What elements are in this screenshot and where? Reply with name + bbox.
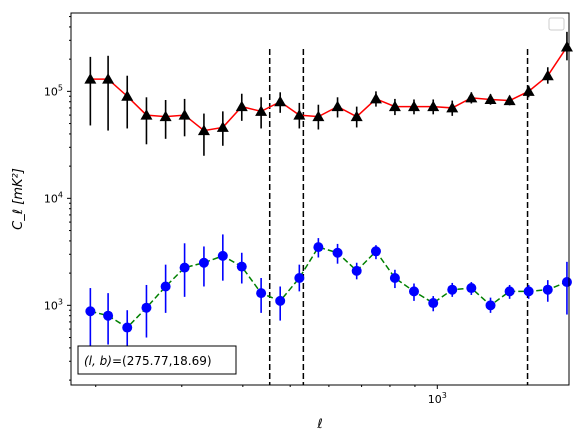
vertical-reference-lines xyxy=(268,49,529,385)
series-1-point xyxy=(160,281,171,292)
series-1-point xyxy=(561,277,572,288)
series-1-point xyxy=(198,257,209,268)
series-0-point xyxy=(255,105,268,116)
y-tick-label: 104 xyxy=(44,190,63,205)
series-0-point xyxy=(102,73,115,84)
series-1-point xyxy=(275,295,286,306)
series-0-point xyxy=(216,121,229,132)
series-1-point xyxy=(428,298,439,309)
series-0-point xyxy=(446,101,459,113)
series-1-point xyxy=(141,302,152,313)
y-tick-base: 10 xyxy=(44,299,58,312)
series-1-point xyxy=(351,265,362,276)
error-bars xyxy=(89,31,568,351)
annotation-frame xyxy=(77,345,237,375)
series-1-point xyxy=(485,300,496,311)
series-0-point xyxy=(84,73,97,84)
series-1-point xyxy=(217,250,228,261)
y-tick-exponent: 5 xyxy=(58,83,63,92)
x-tick-label: 103 xyxy=(428,391,447,406)
legend xyxy=(548,17,565,31)
series-0-point xyxy=(388,100,401,112)
annotation-coords-value: =(275.77,18.69) xyxy=(112,354,212,368)
series-1-point xyxy=(179,262,190,273)
y-tick-base: 10 xyxy=(44,85,58,98)
series-1-point xyxy=(122,322,133,333)
axis-labels: ℓ C_ℓ [mK²] xyxy=(11,168,323,432)
series-0-point xyxy=(274,95,287,107)
legend-box xyxy=(548,17,565,31)
y-tick-exponent: 4 xyxy=(58,190,63,199)
x-tick-exponent: 3 xyxy=(442,391,447,400)
series-0-point xyxy=(427,100,440,112)
series-0-point xyxy=(465,91,478,103)
series-0-point xyxy=(560,40,573,52)
series-0-point xyxy=(178,109,191,120)
series-1-point xyxy=(85,306,96,317)
series-1-point xyxy=(466,283,477,294)
series-1-point xyxy=(236,261,247,272)
series-0-point xyxy=(159,110,172,122)
annotation-coords-label: (l, b) xyxy=(84,354,112,368)
series-0-point xyxy=(197,124,210,136)
series-1-point xyxy=(408,286,419,297)
y-tick-label: 103 xyxy=(44,297,63,312)
series-1-point xyxy=(447,284,458,295)
series-0-point xyxy=(140,109,153,120)
y-axis-label: C_ℓ [mK²] xyxy=(11,168,26,230)
series-1-point xyxy=(332,247,343,258)
series-0-point xyxy=(541,69,554,81)
series-0-point xyxy=(369,92,382,104)
series-1-point xyxy=(103,310,114,321)
series-0-point xyxy=(407,100,420,112)
x-tick-base: 10 xyxy=(428,393,442,406)
axes-frame xyxy=(70,12,570,386)
series-0-point xyxy=(235,100,248,112)
series-1-point xyxy=(313,242,324,253)
y-tick-exponent: 3 xyxy=(58,297,63,306)
y-tick-base: 10 xyxy=(44,192,58,205)
series-1-point xyxy=(370,246,381,257)
annotation-box: (l, b)=(275.77,18.69) xyxy=(77,345,237,375)
series-1-point xyxy=(294,273,305,284)
series-0-point xyxy=(522,85,535,96)
series-1-point xyxy=(504,286,515,297)
series-1-point xyxy=(542,284,553,295)
series-1-point xyxy=(523,286,534,297)
y-tick-label: 105 xyxy=(44,83,63,98)
series-1-point xyxy=(389,273,400,284)
series-1-point xyxy=(256,288,267,299)
x-axis-label: ℓ xyxy=(316,417,322,432)
plot-background xyxy=(71,13,569,385)
annotation-text: (l, b)=(275.77,18.69) xyxy=(84,354,212,368)
series-0-point xyxy=(350,110,363,122)
series-0-point xyxy=(484,93,497,104)
data-markers xyxy=(84,40,573,333)
series-0-point xyxy=(331,100,344,112)
series-0-point xyxy=(293,109,306,120)
series-0-point xyxy=(503,94,516,106)
series-0-point xyxy=(121,90,134,101)
series-0-point xyxy=(312,110,325,122)
plot-area xyxy=(71,13,569,385)
